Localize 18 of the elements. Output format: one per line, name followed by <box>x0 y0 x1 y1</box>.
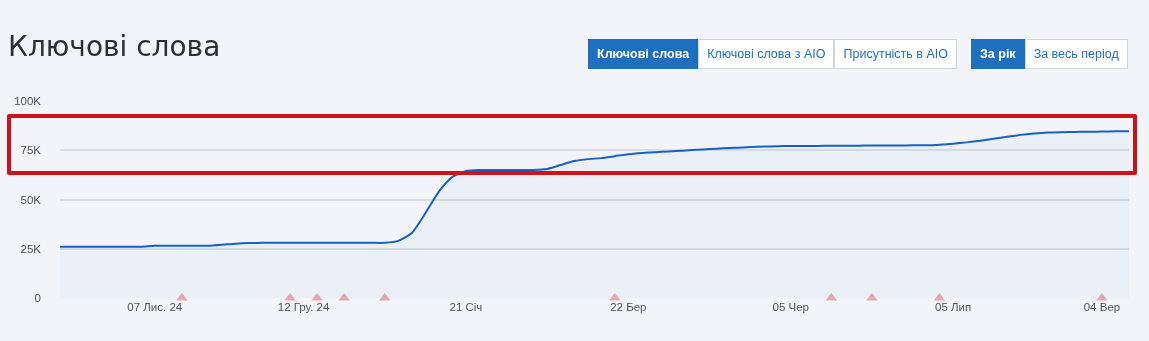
chart-title: Ключові слова <box>8 30 221 63</box>
text: Ключові слова <box>588 39 699 69</box>
x-tick-label: 04 Вер <box>1083 300 1121 313</box>
text: За рік <box>971 39 1025 69</box>
y-tick-label: 0 <box>34 292 41 305</box>
x-tick-label: 05 Лип <box>935 300 972 313</box>
text: Ключові слова з AIO <box>698 39 835 69</box>
y-tick-label: 100K <box>14 95 42 108</box>
x-tick-label: 12 Гру. 24 <box>277 300 330 313</box>
text: За весь період <box>1024 39 1128 69</box>
text: Присутність в AIO <box>834 39 957 69</box>
x-tick-label: 05 Чер <box>772 300 809 313</box>
x-tick-label: 07 Лис. 24 <box>127 300 183 313</box>
y-tick-label: 50K <box>20 193 42 206</box>
x-tick-label: 21 Січ <box>449 300 483 313</box>
y-tick-label: 75K <box>20 144 42 157</box>
x-tick-label: 22 Бер <box>610 300 647 313</box>
y-tick-label: 25K <box>20 242 42 255</box>
